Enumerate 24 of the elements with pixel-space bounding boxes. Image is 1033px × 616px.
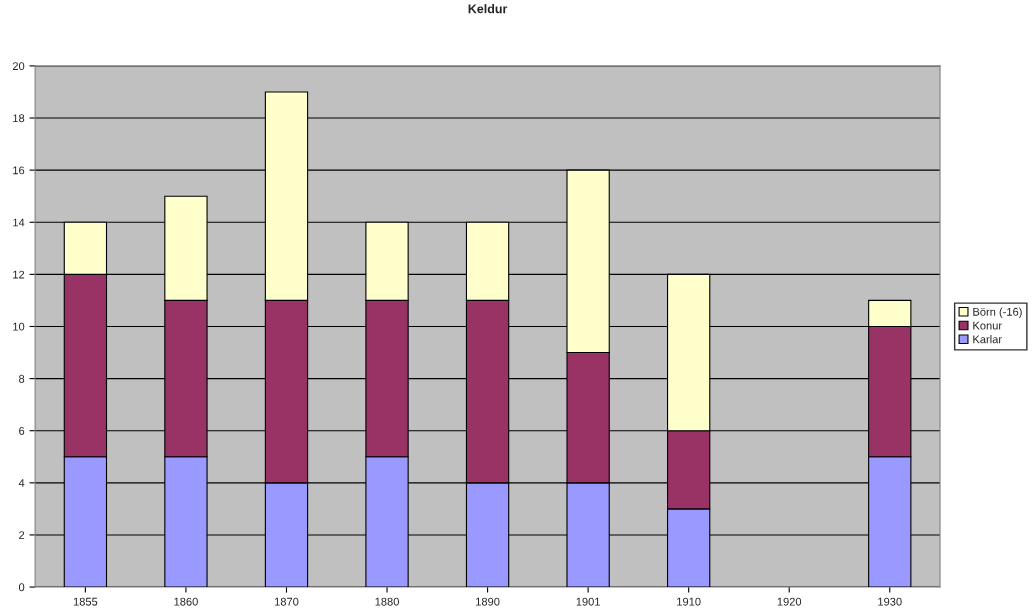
x-tick-label: 1870 (274, 597, 299, 606)
x-tick-label: 1890 (476, 597, 500, 606)
y-tick-label: 0 (18, 583, 25, 592)
y-tick-label: 4 (18, 479, 25, 487)
y-tick-label: 14 (13, 218, 25, 227)
y-tick-label: 18 (13, 114, 25, 123)
x-tick-label: 1880 (375, 597, 399, 606)
y-tick-label: 8 (19, 374, 25, 383)
legend-label: Börn (-16) (973, 307, 1022, 318)
x-tick-label: 1855 (73, 597, 98, 606)
y-tick-label: 6 (19, 426, 25, 435)
chart-title: Keldur (468, 4, 508, 14)
legend-label: Konur (973, 321, 1002, 330)
x-tick-label: 1910 (677, 597, 701, 606)
y-tick-label: 2 (19, 531, 25, 539)
y-tick-label: 16 (13, 166, 25, 175)
y-tick-label: 12 (13, 270, 25, 279)
y-tick-label: 20 (12, 62, 25, 71)
y-tick-label: 10 (13, 322, 25, 331)
x-tick-label: 1901 (576, 597, 600, 606)
x-tick-label: 1860 (174, 597, 198, 606)
x-tick-label: 1930 (878, 597, 902, 606)
legend-label: Karlar (973, 335, 1002, 344)
x-tick-label: 1920 (777, 597, 802, 606)
